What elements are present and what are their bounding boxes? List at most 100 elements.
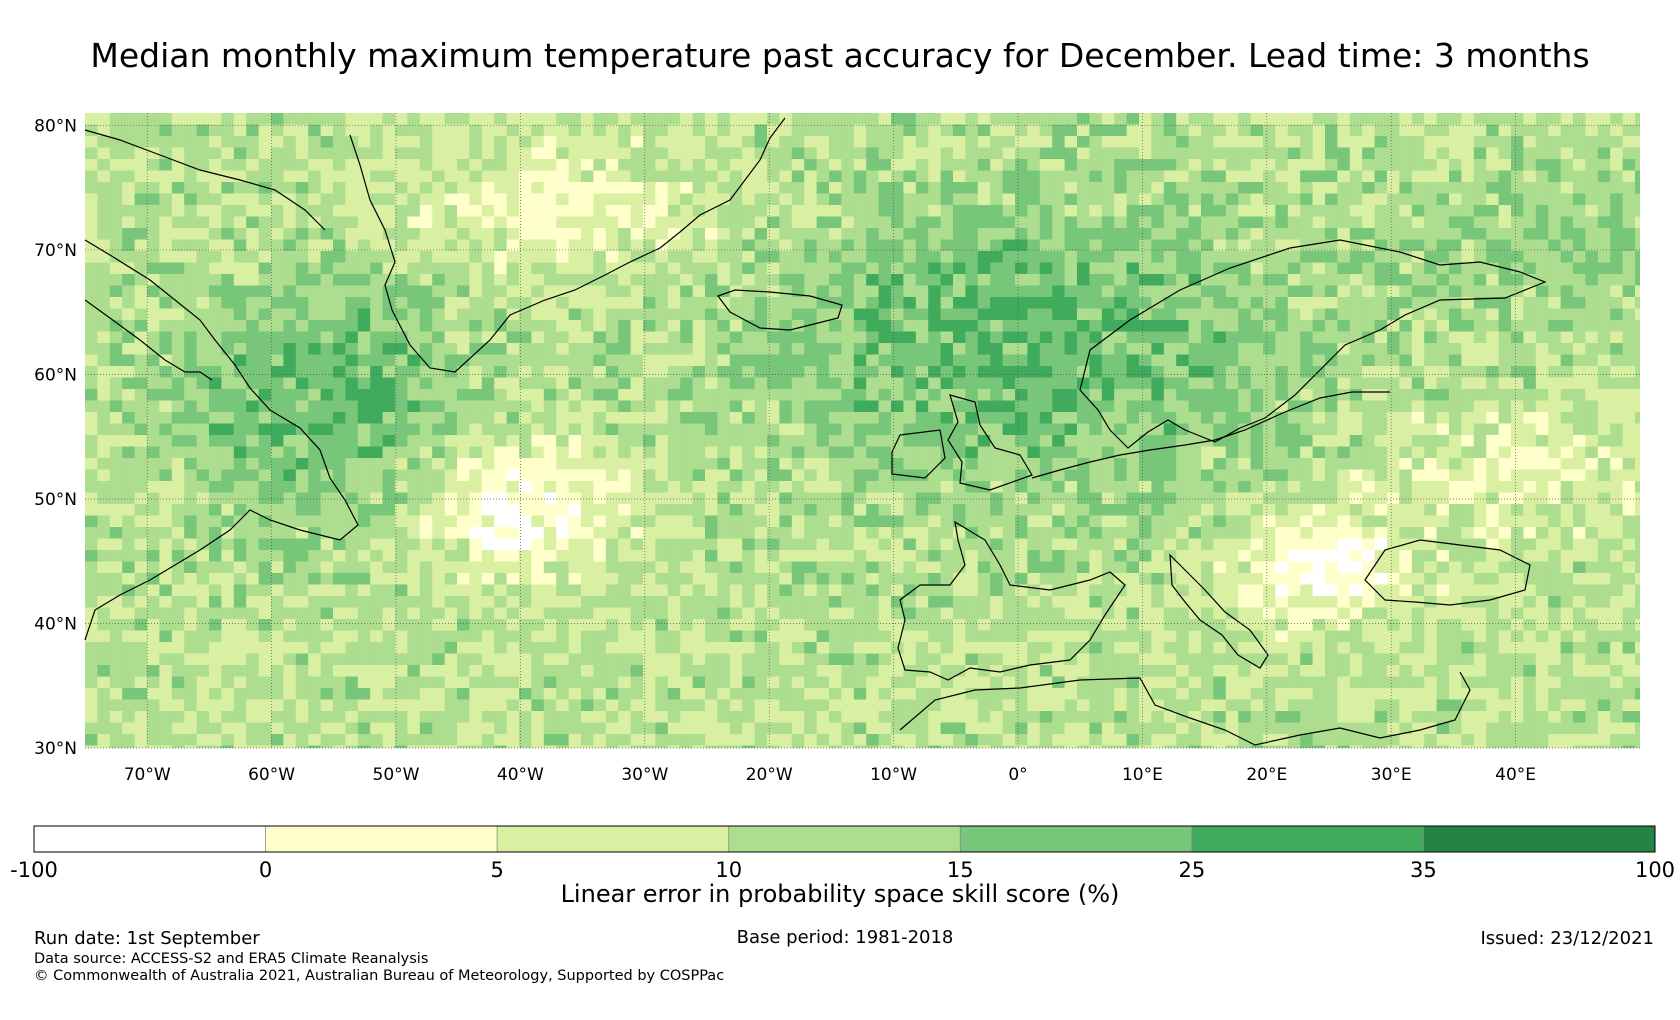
map-cell [878, 331, 892, 344]
map-cell [1635, 124, 1640, 137]
map-cell [581, 400, 594, 413]
map-cell [717, 435, 731, 447]
map-cell [196, 251, 210, 263]
map-cell [1039, 412, 1053, 424]
map-cell [1411, 113, 1425, 125]
map-cell [481, 446, 495, 459]
map-cell [407, 251, 421, 263]
map-cell [618, 423, 632, 436]
map-cell [754, 113, 768, 125]
map-cell [1511, 297, 1524, 309]
map-cell [1287, 458, 1301, 470]
map-cell [593, 113, 607, 125]
map-cell [1139, 285, 1152, 298]
map-cell [221, 205, 235, 217]
map-cell [1560, 262, 1574, 275]
map-cell [308, 423, 322, 436]
map-cell [1387, 170, 1400, 183]
map-cell [395, 285, 408, 298]
map-cell [1263, 354, 1276, 367]
map-cell [109, 170, 123, 183]
map-cell [469, 343, 483, 355]
map-cell [1188, 170, 1202, 183]
map-cell [605, 423, 619, 436]
map-cell [667, 331, 681, 344]
map-cell [1250, 435, 1264, 447]
map-cell [1176, 538, 1190, 551]
map-cell [767, 423, 780, 436]
map-cell [1436, 297, 1450, 309]
map-cell [1077, 251, 1090, 263]
map-cell [122, 527, 136, 539]
map-cell [543, 366, 557, 378]
map-cell [568, 550, 582, 562]
map-cell [543, 412, 557, 424]
map-cell [209, 389, 222, 401]
map-cell [1585, 469, 1599, 482]
map-cell [283, 331, 297, 344]
map-cell [1635, 527, 1640, 539]
map-cell [357, 492, 371, 505]
map-cell [1114, 159, 1128, 171]
map-cell [655, 274, 669, 286]
map-cell [754, 262, 768, 275]
map-cell [1498, 251, 1512, 263]
map-cell [1573, 550, 1586, 562]
map-cell [742, 136, 756, 148]
map-cell [506, 262, 520, 275]
map-cell [370, 308, 384, 321]
map-cell [258, 170, 272, 183]
map-cell [1436, 239, 1450, 252]
map-cell [494, 515, 508, 528]
map-cell [1399, 400, 1413, 413]
map-cell [1424, 435, 1438, 447]
map-cell [940, 469, 954, 482]
map-cell [370, 159, 384, 171]
map-cell [816, 147, 830, 160]
map-cell [209, 239, 222, 252]
map-cell [1374, 228, 1388, 240]
map-cell [1585, 423, 1599, 436]
map-cell [1635, 308, 1640, 321]
map-cell [853, 228, 867, 240]
map-cell [767, 170, 780, 183]
map-cell [333, 124, 346, 137]
map-cell [742, 446, 756, 459]
map-cell [705, 492, 718, 505]
map-cell [122, 320, 136, 332]
map-cell [965, 113, 979, 125]
map-cell [841, 170, 855, 183]
map-cell [1535, 308, 1549, 321]
map-cell [1597, 170, 1611, 183]
map-cell [1325, 239, 1338, 252]
map-cell [1498, 239, 1512, 252]
map-cell [1424, 308, 1438, 321]
map-cell [605, 308, 619, 321]
map-cell [109, 527, 123, 539]
map-cell [444, 504, 458, 516]
map-cell [1101, 159, 1115, 171]
map-cell [1511, 458, 1524, 470]
map-cell [469, 377, 483, 390]
map-cell [1585, 354, 1599, 367]
map-cell [953, 124, 966, 137]
map-cell [333, 400, 346, 413]
map-cell [221, 377, 235, 390]
map-cell [97, 239, 111, 252]
map-cell [618, 147, 632, 160]
map-cell [1275, 159, 1289, 171]
map-cell [630, 239, 644, 252]
map-cell [159, 182, 173, 194]
map-cell [432, 515, 446, 528]
map-cell [1225, 216, 1239, 229]
map-cell [531, 527, 545, 539]
map-cell [1560, 205, 1574, 217]
map-cell [866, 354, 880, 367]
map-cell [767, 492, 780, 505]
map-cell [1064, 400, 1078, 413]
map-cell [1126, 527, 1140, 539]
map-cell [432, 297, 446, 309]
map-cell [1312, 308, 1326, 321]
map-cell [345, 446, 359, 459]
map-cell [990, 469, 1004, 482]
